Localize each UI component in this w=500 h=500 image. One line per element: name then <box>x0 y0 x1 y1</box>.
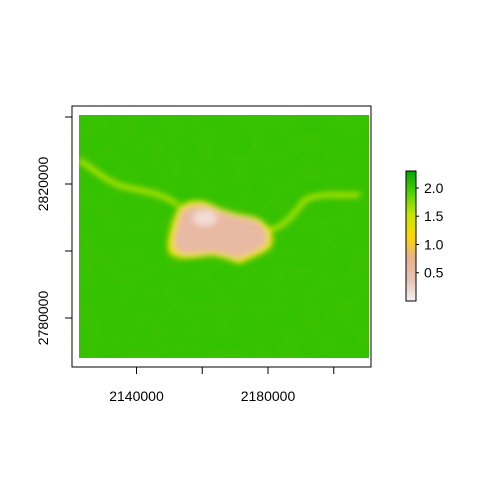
colorbar-label: 1.5 <box>424 208 444 224</box>
y-tick-label: 2780000 <box>35 291 51 346</box>
ridge-line-right <box>267 192 361 233</box>
plot-frame <box>71 105 372 368</box>
x-axis: 2140000 2180000 <box>109 367 335 404</box>
colorbar-label: 0.5 <box>424 265 444 281</box>
x-tick-label: 2180000 <box>241 388 296 404</box>
x-tick-label: 2140000 <box>109 388 164 404</box>
ridge-line-left <box>79 157 180 208</box>
y-axis: 2780000 2820000 <box>35 116 72 346</box>
colorbar-legend: 0.5 1.0 1.5 2.0 <box>405 170 444 302</box>
colorbar-label: 1.0 <box>424 236 444 252</box>
y-tick-label: 2820000 <box>35 157 51 212</box>
patch-core <box>193 210 217 226</box>
colorbar-label: 2.0 <box>424 180 444 196</box>
raster-field <box>79 115 369 358</box>
colorbar <box>405 170 417 302</box>
